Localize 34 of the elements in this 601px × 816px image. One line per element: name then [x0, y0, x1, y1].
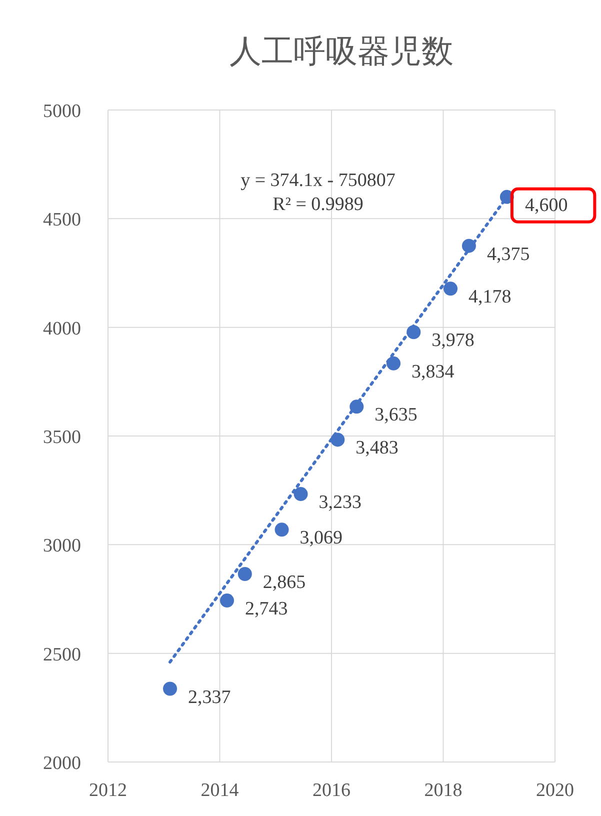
data-label: 3,483: [356, 438, 398, 459]
data-label: 2,743: [245, 598, 288, 620]
point: [386, 356, 401, 370]
point: [220, 594, 234, 608]
x-tick-label: 2014: [200, 780, 240, 801]
y-tick-label: 5000: [43, 101, 81, 122]
y-tick-label: 3500: [43, 427, 81, 448]
data-label: 3,233: [318, 492, 362, 514]
point: [294, 487, 308, 502]
y-tick-label: 2000: [43, 753, 81, 774]
point: [163, 682, 178, 696]
data-label: 2,337: [188, 686, 231, 708]
data-label: 3,834: [412, 361, 455, 382]
y-tick-label: 2500: [43, 644, 81, 666]
annotation: R² = 0.9989: [272, 194, 364, 215]
y-tick-label: 3000: [43, 536, 81, 557]
chart-title: 人工呼吸器児数: [230, 33, 454, 69]
data-label: 3,978: [432, 330, 474, 352]
data-label: 4,375: [486, 244, 530, 265]
x-tick-label: 2018: [424, 780, 462, 801]
data-label: 3,635: [374, 404, 418, 426]
data-label: 4,600: [524, 194, 568, 216]
x-tick-label: 2012: [89, 780, 127, 801]
x-tick-label: 2016: [312, 780, 350, 801]
data-label: 3,069: [300, 528, 343, 549]
data-label: 2,865: [262, 572, 306, 594]
x-tick-label: 2020: [536, 780, 574, 801]
annotation: y = 374.1x - 750807: [240, 170, 396, 191]
y-tick-label: 4500: [43, 210, 81, 231]
point: [274, 522, 289, 537]
point: [444, 282, 458, 296]
point: [238, 567, 252, 582]
data-label: 4,178: [468, 286, 512, 308]
y-tick-label: 4000: [43, 318, 81, 340]
